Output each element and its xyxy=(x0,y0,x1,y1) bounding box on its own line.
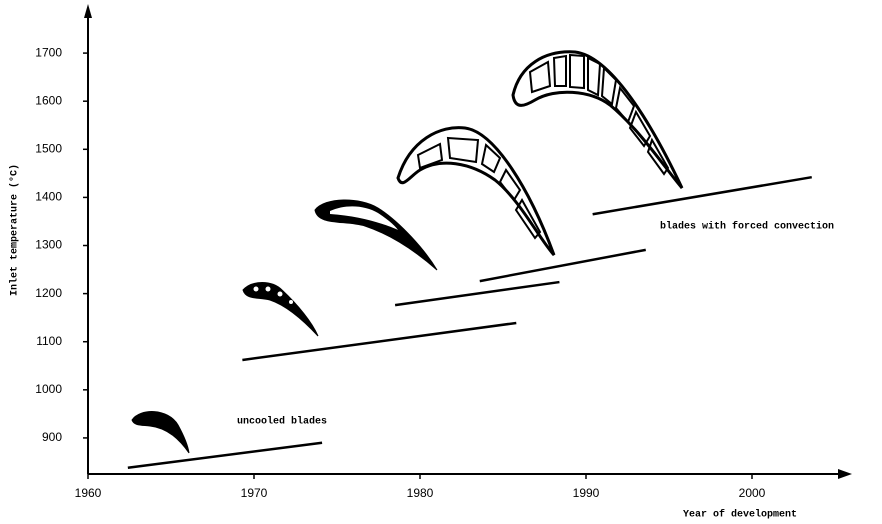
chart: Inlet temperature (°C) Year of developme… xyxy=(0,0,882,524)
blade-illustrations xyxy=(132,52,682,453)
blade xyxy=(132,412,189,453)
x-tick-label: 1960 xyxy=(75,486,102,500)
y-tick-label: 900 xyxy=(42,430,62,444)
y-tick-label: 1500 xyxy=(35,141,62,155)
x-axis-arrow xyxy=(838,469,852,479)
annotation: blades with forced convection xyxy=(660,221,834,233)
x-tick-label: 1990 xyxy=(573,486,600,500)
x-tick-label: 1970 xyxy=(241,486,268,500)
annotation: uncooled blades xyxy=(237,416,327,428)
y-axis-arrow xyxy=(84,4,92,18)
y-tick-label: 1700 xyxy=(35,45,62,59)
y-tick-label: 1600 xyxy=(35,93,62,107)
blade xyxy=(513,52,682,188)
trend-line xyxy=(242,323,516,360)
y-tick-label: 1000 xyxy=(35,382,62,396)
page: {"chart_data": { "type": "line", "x_labe… xyxy=(0,0,882,524)
trend-line xyxy=(128,443,322,468)
x-axis-label: Year of development xyxy=(683,509,797,521)
y-tick-label: 1100 xyxy=(36,334,62,348)
y-tick-label: 1300 xyxy=(35,238,62,252)
x-tick-label: 1980 xyxy=(407,486,434,500)
x-tick-label: 2000 xyxy=(739,486,766,500)
blade xyxy=(398,128,554,255)
trend-line xyxy=(593,177,812,214)
y-axis-label: Inlet temperature (°C) xyxy=(9,164,21,296)
trend-line xyxy=(480,250,646,281)
y-tick-label: 1200 xyxy=(35,286,62,300)
trend-line xyxy=(395,282,559,305)
y-tick-label: 1400 xyxy=(35,190,62,204)
